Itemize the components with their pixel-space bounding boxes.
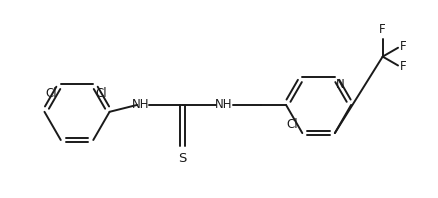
Text: NH: NH [215, 98, 233, 111]
Text: F: F [400, 40, 406, 53]
Text: F: F [379, 23, 386, 36]
Text: F: F [400, 60, 406, 73]
Text: N: N [336, 78, 345, 91]
Text: Cl: Cl [45, 87, 57, 100]
Text: Cl: Cl [95, 87, 107, 100]
Text: S: S [178, 152, 187, 165]
Text: Cl: Cl [287, 118, 298, 131]
Text: NH: NH [132, 98, 150, 111]
